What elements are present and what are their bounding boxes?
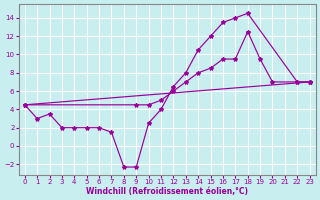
X-axis label: Windchill (Refroidissement éolien,°C): Windchill (Refroidissement éolien,°C) — [86, 187, 248, 196]
